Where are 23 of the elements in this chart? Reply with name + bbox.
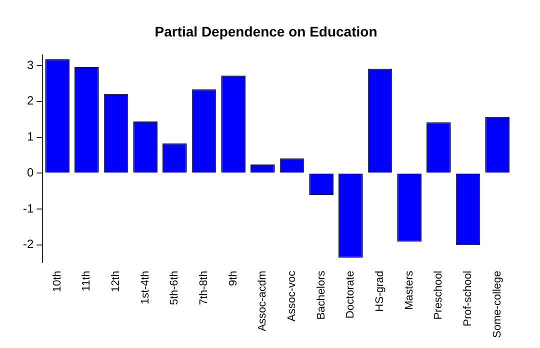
y-tick-label: 3	[26, 58, 34, 72]
x-tick-label: 9th	[227, 270, 240, 286]
x-tick-label: Bachelors	[315, 270, 328, 320]
chart-title: Partial Dependence on Education	[154, 23, 378, 40]
x-tick-label: 5th-6th	[168, 270, 181, 305]
y-tick-label: 2	[26, 94, 34, 108]
x-tick-label: 10th	[51, 270, 64, 292]
x-tick-label: Prof-school	[462, 270, 474, 326]
x-tick-label: 1st-4th	[139, 270, 152, 304]
y-tick-label: 1	[26, 130, 34, 144]
x-tick-label: Assoc-voc	[286, 270, 298, 322]
x-tick-label: HS-grad	[374, 270, 386, 312]
x-tick-label: Masters	[403, 270, 416, 310]
x-tick-label: 11th	[80, 270, 93, 292]
x-tick-label: 12th	[110, 270, 122, 292]
y-tick-label: -1	[23, 201, 34, 216]
x-tick-label: Assoc-acdm	[256, 270, 269, 332]
x-tick-label: Some-college	[491, 270, 504, 338]
x-tick-label: Doctorate	[344, 270, 357, 318]
y-tick-label: 0	[26, 165, 34, 180]
x-tick-label: 7th-8th	[198, 270, 210, 305]
x-tick-label: Preschool	[432, 270, 445, 320]
y-tick-label: -2	[23, 237, 34, 252]
